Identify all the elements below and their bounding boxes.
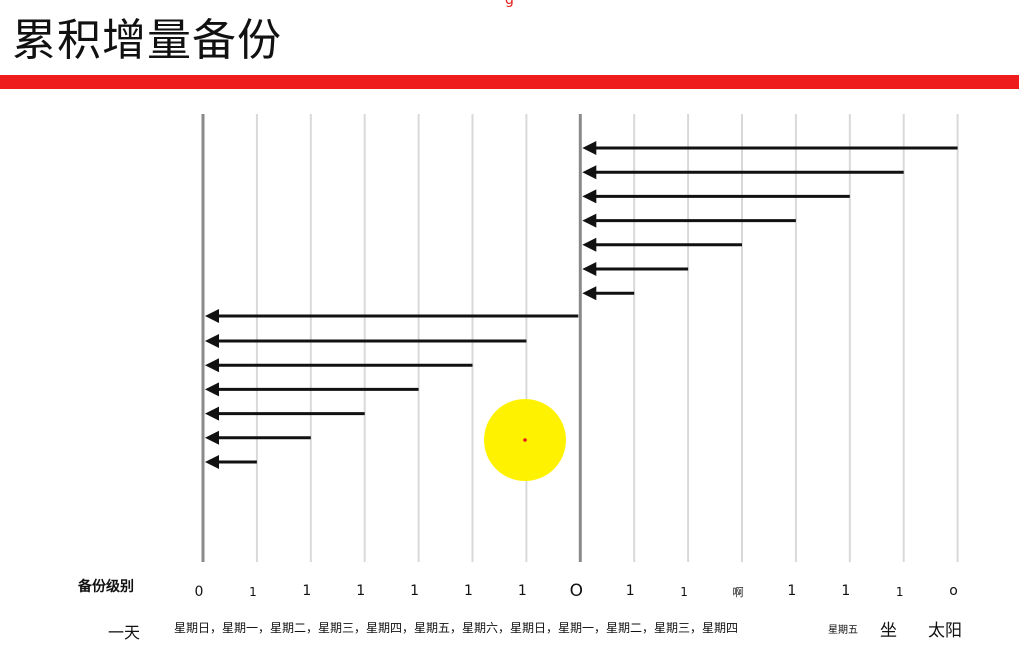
arrow-head	[205, 455, 219, 469]
backup-level-value: 1	[249, 585, 257, 599]
incremental-arrow-week2	[582, 237, 742, 252]
arrow-head	[582, 286, 597, 301]
backup-level-value: 1	[517, 583, 527, 599]
top-mark: g	[505, 0, 514, 8]
page-title: 累积增量备份	[12, 15, 282, 66]
incremental-arrow-week1	[205, 334, 527, 348]
full-to-full-arrow	[205, 309, 579, 323]
arrow-head	[205, 430, 219, 445]
weekday-friday: 星期五	[828, 625, 858, 636]
backup-level-value: 1	[410, 583, 420, 599]
incremental-arrow-week2	[582, 213, 796, 228]
incremental-arrow-week1	[205, 406, 365, 421]
backup-level-value: o	[949, 583, 958, 599]
weekday-sequence: 星期日，星期一，星期二，星期三，星期四，星期五，星期六，星期日，星期一，星期二，…	[174, 621, 739, 635]
incremental-arrow-week1	[205, 358, 473, 373]
incremental-arrow-week2	[582, 189, 850, 204]
backup-level-value: 1	[302, 583, 312, 599]
day-row-label: 一天	[108, 623, 141, 642]
arrow-head	[582, 213, 597, 228]
incremental-arrow-week1	[205, 382, 419, 397]
backup-level-label: 备份级别	[78, 579, 134, 595]
arrow-head	[582, 141, 597, 155]
arrow-head	[582, 237, 597, 252]
incremental-arrow-week2	[582, 141, 958, 155]
incremental-arrow-week1	[205, 430, 311, 445]
title-underline-bar	[0, 75, 1019, 89]
incremental-arrow-week2	[582, 262, 689, 276]
incremental-arrow-week2	[582, 286, 635, 301]
backup-level-value: 1	[356, 583, 366, 599]
backup-level-value: 1	[787, 583, 797, 599]
backup-level-value: 1	[625, 583, 635, 599]
backup-level-value: 1	[464, 583, 473, 599]
weekday-sunday: 太阳	[928, 621, 962, 641]
arrow-head	[205, 406, 219, 421]
arrow-head	[205, 358, 219, 373]
highlight-center-dot	[523, 438, 527, 442]
arrow-head	[582, 165, 597, 180]
backup-level-value: O	[569, 581, 583, 601]
backup-level-value: 1	[841, 583, 851, 599]
incremental-arrow-week2	[582, 165, 904, 180]
incremental-arrow-week1	[205, 455, 257, 469]
backup-level-value: 1	[680, 585, 688, 599]
arrow-head	[205, 382, 219, 397]
arrow-head	[205, 334, 219, 348]
backup-level-value: 啊	[732, 586, 744, 599]
backup-level-value: 1	[895, 585, 904, 599]
arrow-head	[582, 262, 597, 276]
weekday-saturday: 坐	[880, 621, 897, 641]
arrow-head	[205, 309, 219, 323]
arrow-head	[582, 189, 597, 204]
backup-level-value: 0	[194, 584, 204, 600]
